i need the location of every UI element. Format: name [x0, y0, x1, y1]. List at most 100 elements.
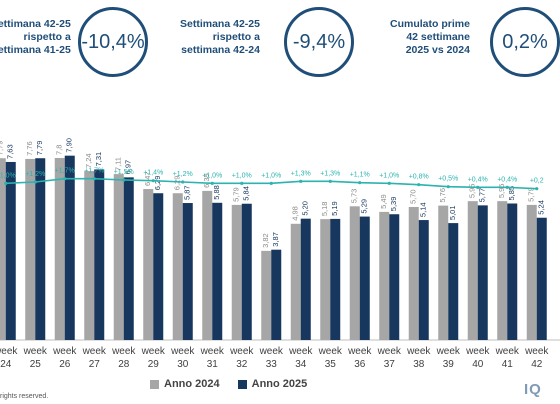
bar-anno-2025-30 — [182, 203, 193, 340]
bar-anno-2025-27 — [94, 169, 105, 340]
line-point-24 — [4, 181, 8, 185]
line-point-41 — [505, 185, 509, 189]
bar-label-anno-2024-30: 6,29 — [173, 176, 182, 191]
line-point-30 — [181, 180, 185, 184]
x-tick-prefix-42: week — [524, 346, 549, 357]
line-label-42: +0,2 — [530, 178, 544, 185]
line-point-39 — [446, 185, 450, 189]
chart-legend: Anno 2024 Anno 2025 — [150, 378, 307, 390]
legend-label-2025: Anno 2025 — [251, 378, 308, 390]
bar-label-anno-2024-34: 4,98 — [291, 206, 300, 221]
bar-anno-2024-36 — [349, 206, 360, 340]
x-tick-prefix-27: week — [82, 346, 107, 357]
bar-label-anno-2025-42: 5,24 — [537, 200, 546, 215]
kpi-2-circle: -9,4% — [284, 7, 354, 77]
bar-anno-2025-36 — [359, 216, 370, 340]
bar-anno-2025-33 — [271, 249, 282, 340]
line-label-40: +0,4% — [468, 176, 488, 183]
x-tick-label-28: 28 — [118, 359, 130, 370]
bar-anno-2024-30 — [172, 193, 183, 340]
bar-anno-2025-32 — [241, 203, 252, 340]
bar-label-anno-2025-37: 5,39 — [389, 197, 398, 212]
bar-label-anno-2025-26: 7,90 — [65, 138, 74, 153]
line-label-38: +0,8% — [409, 174, 429, 181]
x-tick-prefix-41: week — [495, 346, 520, 357]
bar-anno-2025-39 — [448, 223, 459, 340]
bar-anno-2025-25 — [35, 158, 46, 340]
legend-item-2024: Anno 2024 — [150, 378, 220, 390]
brand-logo: IQ — [524, 381, 542, 398]
kpi-3-line-2: 42 settimane — [406, 31, 470, 43]
x-tick-label-25: 25 — [30, 359, 42, 370]
line-label-33: +1,0% — [261, 172, 281, 179]
x-tick-label-35: 35 — [325, 359, 337, 370]
line-point-34 — [299, 179, 303, 183]
bar-label-anno-2024-29: 6,47 — [143, 171, 152, 186]
line-label-30: +1,2% — [173, 171, 193, 178]
line-point-40 — [476, 185, 480, 189]
line-label-29: +1,4% — [143, 170, 163, 177]
bar-anno-2024-27 — [84, 171, 95, 340]
x-tick-prefix-33: week — [259, 346, 284, 357]
bar-anno-2024-41 — [497, 201, 508, 340]
bar-label-anno-2024-37: 5,49 — [379, 194, 388, 209]
bar-anno-2024-39 — [438, 205, 449, 340]
x-tick-prefix-38: week — [406, 346, 431, 357]
x-tick-label-37: 37 — [384, 359, 396, 370]
x-tick-label-24: 24 — [0, 359, 12, 370]
bar-anno-2025-42 — [536, 217, 547, 340]
bar-anno-2024-35 — [320, 219, 331, 340]
bar-anno-2025-41 — [507, 203, 518, 340]
line-point-28 — [122, 178, 126, 182]
bar-anno-2024-28 — [113, 174, 124, 340]
line-point-38 — [417, 183, 421, 187]
line-label-41: +0,4% — [497, 176, 517, 183]
x-tick-prefix-40: week — [465, 346, 490, 357]
x-tick-label-40: 40 — [472, 359, 484, 370]
x-tick-prefix-34: week — [288, 346, 313, 357]
bar-label-anno-2024-26: 7,8 — [55, 145, 64, 155]
bar-label-anno-2025-41: 5,85 — [507, 186, 516, 201]
x-tick-prefix-30: week — [170, 346, 195, 357]
bar-anno-2025-24 — [5, 161, 16, 340]
bar-label-anno-2025-27: 7,31 — [94, 152, 103, 167]
x-tick-label-29: 29 — [148, 359, 160, 370]
kpi-3-line-1: Cumulato prime — [390, 18, 470, 30]
kpi-2-value: -9,4% — [292, 30, 346, 53]
x-tick-prefix-29: week — [141, 346, 166, 357]
x-tick-label-26: 26 — [59, 359, 71, 370]
line-label-24: +1,0% — [0, 172, 16, 179]
bar-label-anno-2025-30: 5,87 — [183, 185, 192, 200]
line-label-26: +1,7% — [55, 168, 75, 175]
bar-label-anno-2024-40: 5,95 — [468, 184, 477, 199]
bar-anno-2024-40 — [467, 201, 478, 340]
kpi-3-line-3: 2025 vs 2024 — [405, 44, 470, 56]
bar-label-anno-2024-25: 7,76 — [25, 141, 34, 156]
line-point-32 — [240, 181, 244, 185]
bar-label-anno-2024-32: 5,79 — [232, 187, 241, 202]
line-label-39: +0,5% — [438, 176, 458, 183]
line-label-31: +1,0% — [202, 172, 222, 179]
x-tick-prefix-36: week — [347, 346, 372, 357]
bar-label-anno-2025-35: 5,19 — [330, 201, 339, 216]
bar-label-anno-2024-28: 7,11 — [114, 157, 123, 171]
line-point-35 — [328, 179, 332, 183]
bar-anno-2025-40 — [477, 205, 488, 340]
x-tick-prefix-25: week — [23, 346, 48, 357]
bar-label-anno-2025-40: 5,77 — [478, 188, 487, 203]
bar-anno-2024-24 — [0, 158, 6, 340]
line-label-34: +1,3% — [291, 170, 311, 177]
bar-anno-2024-42 — [526, 204, 537, 340]
bar-anno-2024-38 — [408, 207, 419, 340]
bar-label-anno-2025-39: 5,01 — [448, 205, 457, 220]
bar-label-anno-2025-29: 6,29 — [153, 176, 162, 191]
line-point-25 — [33, 180, 37, 184]
line-point-29 — [151, 179, 155, 183]
bar-label-anno-2025-24: 7,63 — [6, 144, 15, 159]
x-tick-label-31: 31 — [207, 359, 219, 370]
x-tick-prefix-32: week — [229, 346, 254, 357]
legend-item-2025: Anno 2025 — [237, 378, 308, 390]
line-point-26 — [63, 177, 67, 181]
x-tick-label-27: 27 — [89, 359, 101, 370]
bar-anno-2024-31 — [202, 190, 213, 340]
